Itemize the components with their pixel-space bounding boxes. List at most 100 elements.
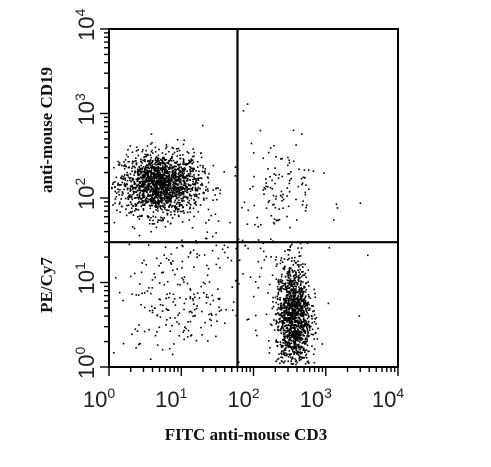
event-dot	[173, 184, 175, 187]
event-dot	[173, 181, 176, 183]
event-dot	[156, 194, 159, 197]
event-dot	[301, 357, 304, 360]
event-dot	[124, 179, 126, 181]
event-dot	[303, 317, 305, 319]
event-dot	[297, 337, 299, 339]
event-dot	[215, 263, 218, 266]
event-dot	[203, 197, 205, 200]
event-dot	[198, 297, 201, 299]
event-dot	[134, 160, 136, 162]
event-dot	[171, 173, 174, 175]
event-dot	[291, 358, 293, 360]
event-dot	[169, 181, 171, 184]
event-dot	[138, 192, 141, 195]
event-dot	[172, 153, 174, 156]
event-dot	[141, 190, 144, 192]
event-dot	[165, 257, 168, 260]
event-dot	[279, 303, 282, 305]
event-dot	[292, 287, 295, 289]
event-dot	[181, 267, 183, 269]
event-dot	[163, 191, 165, 193]
event-dot	[279, 320, 282, 323]
event-dot	[189, 190, 192, 193]
event-dot	[156, 197, 159, 199]
event-dot	[207, 190, 209, 192]
event-dot	[282, 207, 284, 209]
event-dot	[283, 322, 286, 324]
event-dot	[308, 316, 310, 318]
event-dot	[307, 360, 309, 363]
event-dot	[300, 331, 302, 333]
x-axis-title: FITC anti-mouse CD3	[165, 425, 327, 444]
event-dot	[154, 191, 157, 194]
event-dot	[299, 273, 301, 275]
event-dot	[167, 193, 170, 195]
event-dot	[302, 312, 304, 314]
event-dot	[198, 170, 200, 173]
event-dot	[162, 156, 164, 159]
event-dot	[141, 168, 143, 171]
event-dot	[291, 306, 293, 309]
event-dot	[238, 283, 240, 285]
event-dot	[188, 159, 190, 162]
event-dot	[312, 305, 315, 307]
event-dot	[124, 159, 127, 161]
event-dot	[287, 173, 289, 175]
event-dot	[247, 247, 249, 250]
event-dot	[192, 161, 195, 163]
event-dot	[161, 191, 163, 194]
event-dot	[293, 260, 296, 262]
event-dot	[217, 297, 220, 300]
event-dot	[191, 186, 194, 189]
event-dot	[140, 303, 142, 306]
event-dot	[295, 339, 298, 341]
event-dot	[205, 222, 207, 224]
event-dot	[146, 185, 148, 188]
event-dot	[127, 149, 129, 151]
event-dot	[277, 291, 280, 294]
event-dot	[193, 199, 195, 201]
event-dot	[189, 165, 191, 168]
event-dot	[296, 331, 298, 334]
event-dot	[162, 189, 165, 192]
event-dot	[133, 165, 135, 168]
event-dot	[134, 170, 136, 172]
event-dot	[188, 174, 191, 176]
event-dot	[179, 154, 181, 157]
event-dot	[183, 308, 185, 311]
event-dot	[293, 324, 295, 326]
event-dot	[178, 323, 180, 325]
event-dot	[300, 312, 302, 315]
event-dot	[280, 313, 282, 315]
event-dot	[182, 159, 185, 161]
event-dot	[157, 154, 160, 157]
event-dot	[295, 325, 298, 327]
event-dot	[138, 186, 141, 189]
event-dot	[150, 169, 153, 171]
event-dot	[188, 162, 190, 164]
event-dot	[292, 347, 295, 350]
event-dot	[290, 303, 293, 305]
event-dot	[146, 164, 149, 167]
event-dot	[190, 195, 193, 197]
event-dot	[268, 352, 271, 354]
event-dot	[125, 153, 128, 156]
event-dot	[284, 312, 286, 314]
event-dot	[132, 165, 134, 168]
event-dot	[189, 207, 191, 210]
event-dot	[162, 204, 164, 207]
event-dot	[286, 321, 288, 323]
event-dot	[154, 202, 156, 204]
event-dot	[275, 319, 278, 322]
event-dot	[127, 196, 129, 199]
event-dot	[278, 288, 281, 290]
event-dot	[153, 172, 155, 175]
event-dot	[173, 201, 176, 204]
event-dot	[186, 198, 189, 200]
event-dot	[296, 298, 299, 300]
event-dot	[157, 219, 160, 221]
event-dot	[143, 181, 145, 184]
event-dot	[299, 291, 302, 293]
event-dot	[174, 171, 177, 173]
event-dot	[163, 217, 165, 219]
